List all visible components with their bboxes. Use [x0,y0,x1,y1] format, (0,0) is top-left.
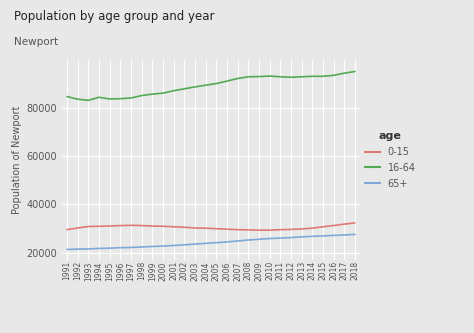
65+ [85,247,91,251]
Line: 16-64: 16-64 [67,72,355,100]
Text: Population by age group and year: Population by age group and year [14,10,215,23]
65+ [267,236,273,240]
16-64 [320,74,326,78]
65+ [320,234,326,238]
65+ [224,240,230,244]
65+ [213,241,219,245]
65+ [160,244,166,248]
65+ [192,242,198,246]
0-15 [299,227,304,231]
65+ [310,234,315,238]
65+ [64,247,70,251]
65+ [277,236,283,240]
65+ [182,243,187,247]
16-64 [267,74,273,78]
0-15 [288,227,294,231]
16-64 [213,82,219,86]
0-15 [235,228,240,232]
0-15 [352,221,358,225]
0-15 [213,227,219,231]
0-15 [96,224,102,228]
65+ [128,245,134,249]
16-64 [331,73,337,77]
65+ [171,243,176,247]
16-64 [224,79,230,83]
0-15 [192,226,198,230]
65+ [75,247,81,251]
0-15 [149,224,155,228]
65+ [107,246,112,250]
0-15 [341,222,347,226]
16-64 [64,95,70,99]
16-64 [256,75,262,79]
Line: 65+: 65+ [67,234,355,249]
16-64 [118,97,123,101]
16-64 [182,87,187,91]
16-64 [75,97,81,101]
16-64 [85,98,91,102]
0-15 [246,228,251,232]
65+ [331,233,337,237]
16-64 [277,75,283,79]
65+ [341,233,347,237]
0-15 [310,226,315,230]
65+ [246,238,251,242]
16-64 [160,91,166,95]
0-15 [85,224,91,228]
16-64 [299,75,304,79]
65+ [203,241,209,245]
16-64 [149,92,155,96]
65+ [118,246,123,250]
Text: Newport: Newport [14,37,58,47]
16-64 [203,83,209,87]
0-15 [118,223,123,227]
16-64 [139,94,145,98]
0-15 [331,223,337,227]
0-15 [128,223,134,227]
0-15 [171,225,176,229]
65+ [299,235,304,239]
0-15 [277,228,283,232]
0-15 [182,225,187,229]
Y-axis label: Population of Newport: Population of Newport [12,106,22,214]
16-64 [192,85,198,89]
16-64 [235,77,240,81]
0-15 [224,227,230,231]
Legend: 0-15, 16-64, 65+: 0-15, 16-64, 65+ [365,131,416,188]
16-64 [96,95,102,99]
16-64 [352,70,358,74]
16-64 [171,89,176,93]
0-15 [75,226,81,230]
65+ [288,235,294,239]
16-64 [288,75,294,79]
65+ [139,245,145,249]
65+ [235,239,240,243]
65+ [149,244,155,248]
0-15 [160,224,166,228]
16-64 [246,75,251,79]
0-15 [267,228,273,232]
0-15 [320,225,326,229]
0-15 [107,224,112,228]
0-15 [64,228,70,232]
65+ [256,237,262,241]
0-15 [256,228,262,232]
0-15 [203,226,209,230]
Line: 0-15: 0-15 [67,223,355,230]
0-15 [139,223,145,227]
16-64 [341,71,347,75]
16-64 [310,74,315,78]
65+ [352,232,358,236]
65+ [96,246,102,250]
16-64 [128,96,134,100]
16-64 [107,97,112,101]
